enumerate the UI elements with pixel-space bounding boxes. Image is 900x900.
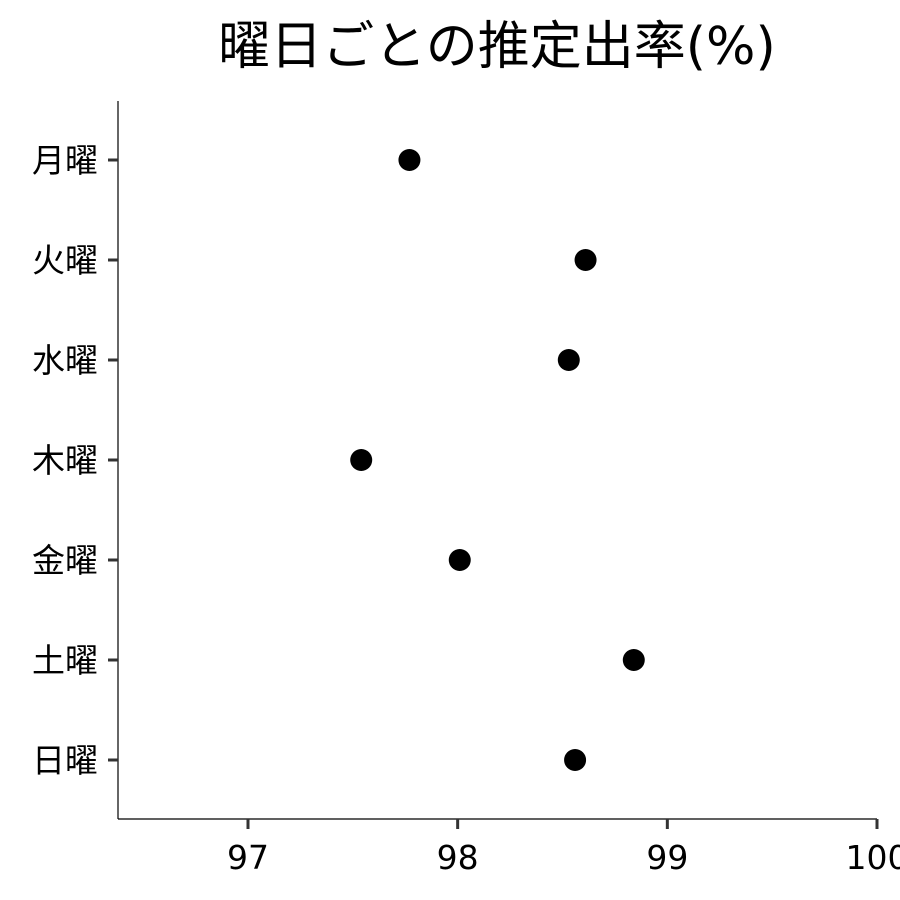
data-point [622, 649, 645, 671]
x-tick-label: 98 [437, 838, 479, 877]
y-tick-label: 月曜 [32, 141, 98, 180]
x-tick-label: 100 [846, 838, 900, 877]
y-tick-label: 水曜 [32, 341, 98, 380]
y-tick-label: 火曜 [32, 241, 98, 280]
data-points [350, 149, 645, 771]
x-axis-ticks: 97 98 99 100 [227, 819, 900, 877]
data-point [557, 349, 580, 371]
y-tick-label: 日曜 [32, 741, 98, 780]
data-point [350, 449, 373, 471]
data-point [564, 749, 587, 771]
y-tick-label: 木曜 [32, 441, 98, 480]
y-tick-label: 金曜 [32, 541, 98, 580]
x-tick-label: 97 [227, 838, 269, 877]
data-point [448, 549, 471, 571]
chart-title: 曜日ごとの推定出率(%) [218, 17, 775, 77]
data-point [574, 249, 597, 271]
x-tick-label: 99 [646, 838, 688, 877]
data-point [398, 149, 421, 171]
y-tick-label: 土曜 [32, 641, 98, 680]
